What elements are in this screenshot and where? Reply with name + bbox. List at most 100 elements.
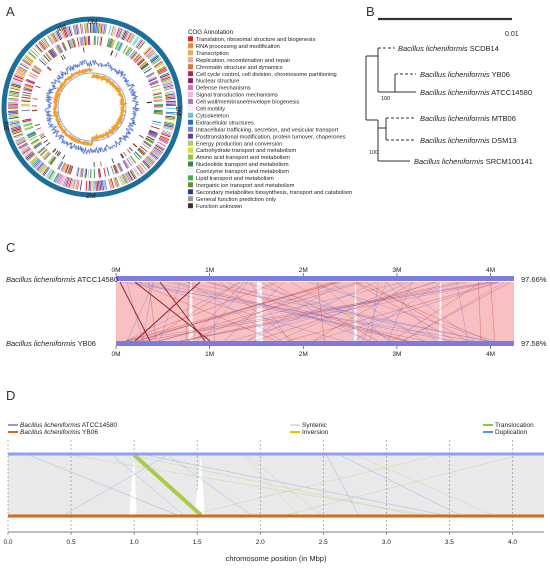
gene-tick xyxy=(76,167,80,177)
alignment-link xyxy=(362,281,388,342)
gene-tick xyxy=(38,59,47,66)
alignment-block-background xyxy=(116,282,514,344)
gene-tick xyxy=(68,26,73,36)
gene-tick xyxy=(38,147,46,154)
gene-tick xyxy=(106,38,110,47)
ring-label-4m: 4M xyxy=(56,23,68,34)
gene-tick xyxy=(144,138,154,144)
gene-tick xyxy=(22,149,32,156)
break-wedge xyxy=(129,455,137,515)
gene-tick xyxy=(10,84,21,89)
alignment-link xyxy=(119,281,151,342)
gene-tick xyxy=(153,99,163,101)
gene-tick xyxy=(128,50,136,58)
gene-tick xyxy=(165,96,176,99)
gene-tick xyxy=(109,178,113,189)
alignment-link xyxy=(247,281,342,342)
cog-swatch xyxy=(187,119,194,125)
gene-tick xyxy=(149,129,158,135)
gene-tick xyxy=(116,27,122,38)
gene-tick xyxy=(30,138,40,144)
gene-tick xyxy=(21,96,31,99)
cog-swatch xyxy=(187,77,194,84)
gene-tick xyxy=(155,63,165,70)
gene-tick xyxy=(118,42,124,52)
gene-tick xyxy=(161,79,172,84)
gene-tick xyxy=(137,165,145,174)
gene-tick xyxy=(25,54,34,62)
gene-tick xyxy=(32,159,40,167)
gene-tick xyxy=(68,165,73,175)
gene-tick xyxy=(104,179,108,190)
gene-tick xyxy=(64,27,69,38)
cog-swatch xyxy=(187,168,194,174)
gene-tick xyxy=(99,36,102,46)
alignment-link xyxy=(136,281,426,342)
gene-tick xyxy=(157,141,167,147)
gene-tick xyxy=(9,121,20,125)
gene-tick xyxy=(134,151,142,159)
gene-tick xyxy=(165,97,176,100)
gene-tick xyxy=(161,131,172,137)
gene-tick xyxy=(42,166,49,176)
gene-tick xyxy=(41,39,48,49)
rna-tick xyxy=(139,134,144,139)
cog-legend-item: Posttranslational modification, protein … xyxy=(196,134,346,140)
rna-tick xyxy=(111,158,115,164)
gene-tick xyxy=(165,94,176,98)
gene-tick xyxy=(128,156,135,165)
gene-tick xyxy=(125,47,132,56)
circular-genome-map: 0M 1M 2M 3M 4M xyxy=(1,16,183,200)
gene-tick xyxy=(101,23,105,34)
gene-tick xyxy=(120,174,126,185)
x-tick-label: 1.0 xyxy=(130,539,139,546)
taxon-yb06: Bacillus licheniformis YB06 xyxy=(420,70,510,79)
gene-tick xyxy=(57,161,63,170)
rna-tick xyxy=(120,153,124,159)
gene-tick xyxy=(153,146,163,154)
gene-tick xyxy=(48,50,56,58)
gene-tick xyxy=(151,150,161,157)
gene-tick xyxy=(72,25,76,35)
gene-tick xyxy=(119,175,124,186)
gene-tick xyxy=(62,163,68,173)
gene-tick xyxy=(31,68,40,75)
rna-tick xyxy=(62,54,66,60)
x-axis-label: chromosome position (in Mbp) xyxy=(226,554,327,563)
top-tick-label: 1M xyxy=(205,267,214,274)
gene-tick xyxy=(26,131,36,137)
bootstrap-1: 100 xyxy=(381,96,390,102)
gene-tick xyxy=(45,53,52,61)
cog-swatch xyxy=(187,43,194,49)
gene-tick xyxy=(22,119,32,123)
gene-tick xyxy=(75,167,79,177)
gene-tick xyxy=(50,171,57,181)
gene-tick xyxy=(47,155,55,164)
gene-tick xyxy=(81,36,84,46)
gene-tick xyxy=(155,143,165,150)
x-tick-label: 0.0 xyxy=(3,539,12,546)
phylogenetic-tree xyxy=(365,17,512,162)
rna-tick xyxy=(40,135,46,140)
gene-tick xyxy=(84,23,86,34)
gene-tick xyxy=(56,45,62,54)
gene-tick xyxy=(137,148,145,156)
gene-tick xyxy=(48,34,55,44)
gene-tick xyxy=(10,87,20,91)
rna-tick xyxy=(39,134,45,138)
gene-tick xyxy=(128,34,135,44)
gene-tick xyxy=(125,31,131,42)
gene-tick xyxy=(153,113,163,115)
alignment-link xyxy=(179,281,497,342)
gene-tick xyxy=(139,61,148,69)
cog-swatch xyxy=(187,189,194,195)
gene-tick xyxy=(110,178,115,189)
gene-tick xyxy=(150,56,160,63)
gene-tick xyxy=(85,23,88,34)
alignment-link xyxy=(188,281,338,342)
alignment-link xyxy=(137,281,337,342)
alignment-link xyxy=(127,281,490,342)
gene-tick xyxy=(101,180,105,191)
alignment-link xyxy=(141,281,494,342)
